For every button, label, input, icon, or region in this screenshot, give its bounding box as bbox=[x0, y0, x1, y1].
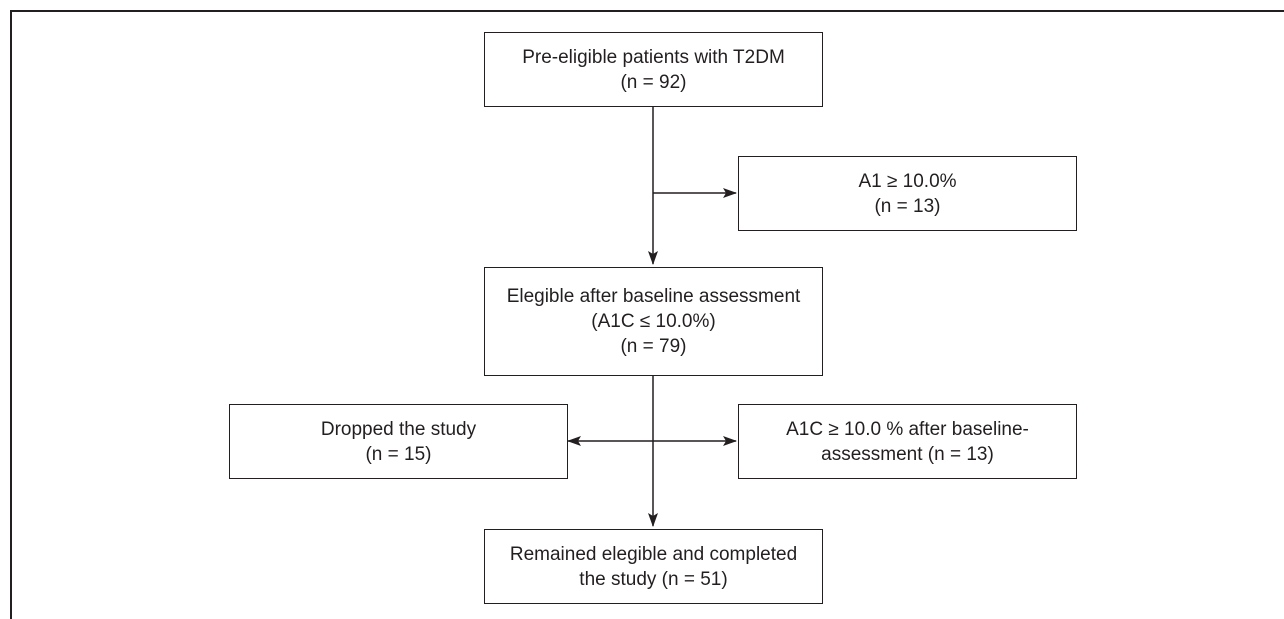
box-dropped-line2: (n = 15) bbox=[365, 443, 432, 465]
box-eligible-baseline: Elegible after baseline assessment (A1C … bbox=[484, 267, 823, 376]
box-a1-excluded-line2: (n = 13) bbox=[874, 195, 941, 217]
frame-top-border bbox=[10, 10, 1284, 12]
frame-left-border bbox=[10, 10, 12, 619]
box-dropped: Dropped the study (n = 15) bbox=[229, 404, 568, 479]
box-eligible-baseline-line1: Elegible after baseline assessment bbox=[506, 286, 801, 307]
box-pre-eligible-line1: Pre-eligible patients with T2DM bbox=[522, 46, 785, 68]
box-a1-excluded-line1: A1 ≥ 10.0% bbox=[858, 170, 957, 192]
box-eligible-baseline-line2: (A1C ≤ 10.0%) bbox=[591, 311, 716, 332]
box-completed-line1: Remained elegible and completed bbox=[509, 543, 798, 565]
box-a1-excluded: A1 ≥ 10.0% (n = 13) bbox=[738, 156, 1077, 231]
box-a1c-after-baseline-line2: assessment (n = 13) bbox=[821, 443, 994, 465]
box-pre-eligible: Pre-eligible patients with T2DM (n = 92) bbox=[484, 32, 823, 107]
box-dropped-line1: Dropped the study bbox=[320, 418, 477, 440]
box-a1c-after-baseline: A1C ≥ 10.0 % after baseline- assessment … bbox=[738, 404, 1077, 479]
box-completed-line2: the study (n = 51) bbox=[579, 568, 728, 590]
box-completed: Remained elegible and completed the stud… bbox=[484, 529, 823, 604]
box-a1c-after-baseline-line1: A1C ≥ 10.0 % after baseline- bbox=[786, 418, 1029, 440]
box-pre-eligible-line2: (n = 92) bbox=[620, 71, 687, 93]
box-eligible-baseline-line3: (n = 79) bbox=[620, 336, 687, 357]
